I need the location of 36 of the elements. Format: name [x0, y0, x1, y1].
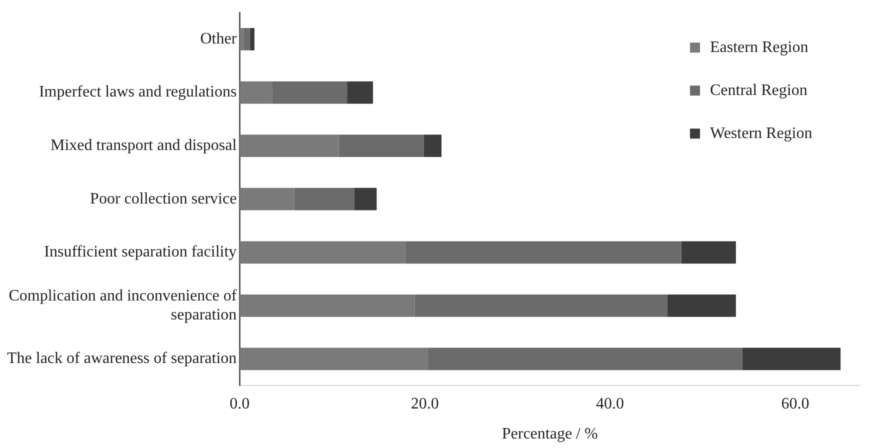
y-tick-label: Other — [200, 30, 238, 48]
bar — [240, 81, 272, 104]
y-tick-label: Mixed transport and disposal — [50, 137, 238, 154]
x-tick-label: 40.0 — [596, 395, 624, 412]
bar — [240, 294, 415, 317]
bar — [294, 188, 354, 210]
bar — [243, 28, 250, 50]
x-tick-label: 20.0 — [410, 395, 439, 412]
bar — [405, 241, 682, 264]
bar — [250, 28, 254, 50]
bar — [681, 241, 736, 264]
bar — [354, 188, 377, 210]
bar — [240, 188, 294, 210]
x-tick-label: 0.0 — [230, 395, 250, 412]
bar — [272, 81, 348, 104]
bar — [240, 28, 244, 50]
y-tick-label: Imperfect laws and regulations — [38, 84, 237, 101]
legend-label: Western Region — [710, 124, 812, 142]
legend-label: Eastern Region — [710, 38, 808, 56]
y-tick-label: Complication and inconvenience of separation — [8, 287, 238, 324]
x-axis-title: Percentage / % — [502, 426, 598, 443]
bar — [424, 134, 442, 158]
bar — [338, 134, 424, 158]
bar — [240, 134, 339, 158]
y-tick-label: The lack of awareness of separation — [7, 350, 237, 368]
y-tick-label: Poor collection service — [90, 190, 237, 208]
x-tick-label: 60.0 — [781, 395, 810, 412]
y-tick-label: Insufficient separation facility — [44, 244, 237, 261]
bar — [414, 294, 668, 317]
bar — [240, 348, 428, 370]
bar — [428, 348, 742, 370]
bar — [240, 241, 406, 264]
bar — [742, 348, 841, 370]
bar — [667, 294, 736, 317]
legend-label: Central Region — [710, 82, 808, 99]
bar — [347, 81, 373, 104]
